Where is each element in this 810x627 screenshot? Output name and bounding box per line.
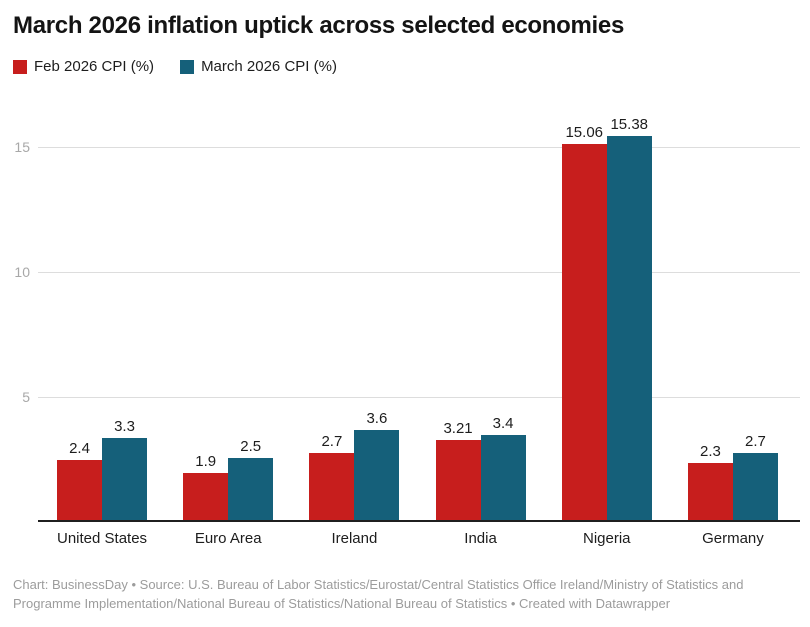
bar-column: 3.21 — [435, 419, 481, 520]
bar — [435, 439, 481, 520]
plot-area: 5 10 15 2.4 3.3 1.9 2.5 2.7 3.6 3.21 3.4 15.06 15.38… — [0, 100, 810, 522]
gridline-10 — [38, 272, 800, 273]
bar-group-germany: 2.3 2.7 — [687, 432, 778, 520]
legend-item-feb: Feb 2026 CPI (%) — [13, 58, 154, 75]
x-category-label: Ireland — [331, 530, 378, 547]
bar — [354, 430, 400, 520]
value-label: 2.4 — [69, 440, 90, 457]
bar-groups: 2.4 3.3 1.9 2.5 2.7 3.6 3.21 3.4 15.06 15.38 2.3 2.… — [57, 100, 778, 520]
y-tick-label-15: 15 — [14, 139, 30, 155]
legend-item-march: March 2026 CPI (%) — [180, 58, 337, 75]
value-label: 3.6 — [366, 410, 388, 427]
legend-label-feb: Feb 2026 CPI (%) — [34, 58, 155, 75]
bar — [480, 435, 526, 520]
bar-group-ireland: 2.7 3.6 — [309, 410, 400, 520]
bar-column: 1.9 — [183, 452, 229, 520]
bar-group-nigeria: 15.06 15.38 — [561, 115, 652, 520]
value-label: 2.7 — [745, 432, 766, 450]
value-label: 1.9 — [195, 452, 217, 470]
bar-column: 3.4 — [480, 415, 526, 520]
bar-column: 15.06 — [561, 123, 607, 520]
x-category-label: Euro Area — [194, 530, 262, 547]
value-label: 3.4 — [492, 415, 514, 432]
bar-column: 2.4 — [57, 440, 102, 520]
bar — [228, 457, 274, 520]
bar-column: 2.5 — [228, 437, 274, 520]
bar-column: 2.3 — [687, 442, 733, 520]
bar — [732, 452, 778, 520]
value-label: 2.5 — [240, 437, 262, 455]
bar-group-india: 3.21 3.4 — [435, 415, 526, 520]
legend-swatch-feb-icon — [13, 59, 27, 74]
bar-column: 3.6 — [354, 410, 400, 520]
bar — [687, 462, 733, 520]
legend: Feb 2026 CPI (%) March 2026 CPI (%) — [13, 58, 337, 75]
legend-swatch-march-icon — [180, 59, 195, 74]
x-category-label: United States — [57, 530, 148, 547]
y-tick-label-10: 10 — [14, 264, 30, 280]
y-tick-label-5: 5 — [22, 389, 30, 405]
bar — [57, 460, 102, 520]
gridline-15 — [38, 147, 800, 148]
bar-column: 2.7 — [309, 432, 355, 520]
value-label: 2.7 — [321, 432, 343, 450]
bar — [561, 143, 607, 520]
bar — [309, 452, 355, 520]
legend-label-march: March 2026 CPI (%) — [201, 58, 337, 75]
bar-column: 2.7 — [732, 432, 778, 520]
bar — [606, 135, 652, 520]
x-category-label: Nigeria — [582, 530, 631, 547]
bar — [102, 437, 147, 520]
footer-attribution: Chart: BusinessDay • Source: U.S. Bureau… — [13, 577, 744, 611]
bar-group-euro-area: 1.9 2.5 — [183, 437, 274, 520]
x-category-label: India — [464, 530, 497, 547]
x-category-label: Germany — [702, 530, 764, 547]
value-label: 2.3 — [700, 442, 721, 460]
bar-column: 3.3 — [102, 417, 147, 520]
x-axis-labels: United States Euro Area Ireland India Nigeri… — [57, 530, 778, 547]
bar-group-united-states: 2.4 3.3 — [57, 417, 147, 520]
value-label: 3.21 — [443, 419, 473, 437]
chart-title: March 2026 inflation uptick across selec… — [13, 12, 625, 39]
bar-column: 15.38 — [606, 115, 652, 520]
gridline-5 — [38, 397, 800, 398]
value-label: 3.3 — [114, 417, 135, 435]
bar — [183, 472, 229, 520]
value-label: 15.06 — [565, 123, 604, 141]
value-label: 15.38 — [610, 115, 649, 133]
x-axis-line — [38, 520, 800, 522]
